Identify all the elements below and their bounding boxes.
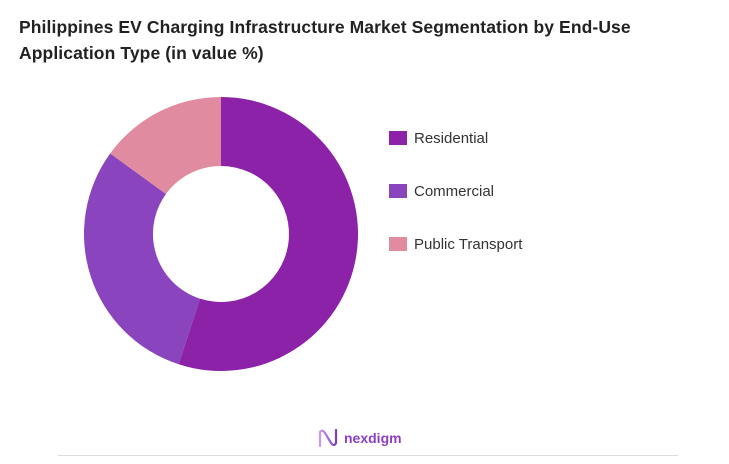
legend-item: Commercial xyxy=(389,181,522,201)
donut-slice-public-transport xyxy=(110,97,221,195)
brand-name: nexdigm xyxy=(344,430,402,446)
donut-slice-commercial xyxy=(83,153,200,365)
legend-label: Commercial xyxy=(414,182,495,200)
legend-label: Public Transport xyxy=(414,235,523,253)
brand-logo: nexdigm xyxy=(317,428,402,448)
legend-swatch xyxy=(389,131,407,145)
legend-swatch xyxy=(389,237,407,251)
legend-label: Residential xyxy=(414,129,489,147)
chart-title: Philippines EV Charging Infrastructure M… xyxy=(19,17,631,63)
legend-swatch xyxy=(389,184,407,198)
legend-item: Residential xyxy=(389,128,522,148)
nexdigm-logo-icon xyxy=(318,428,338,448)
legend: Residential Commercial Public Transport xyxy=(389,128,522,287)
donut-slice-residential xyxy=(178,97,359,371)
footer-divider xyxy=(58,455,678,456)
legend-item: Public Transport xyxy=(389,234,522,254)
